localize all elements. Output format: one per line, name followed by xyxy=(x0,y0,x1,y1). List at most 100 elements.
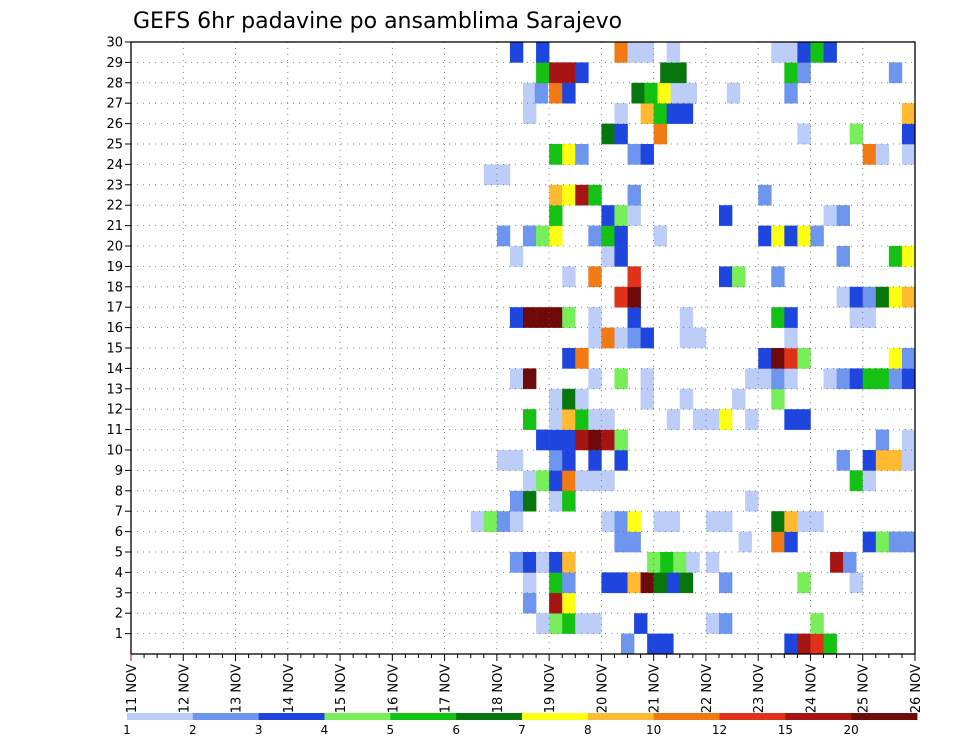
heatmap-cell xyxy=(647,633,661,655)
heatmap-cell xyxy=(614,225,628,247)
heatmap-cell xyxy=(797,409,811,430)
x-date-label: 25 NOV xyxy=(857,664,872,713)
colorbar-swatch xyxy=(192,713,260,720)
heatmap-cell xyxy=(732,388,746,410)
heatmap-cell xyxy=(549,409,563,430)
heatmap-cell xyxy=(640,103,654,124)
heatmap-cell xyxy=(784,82,798,104)
heatmap-cell xyxy=(588,327,602,349)
heatmap-cell xyxy=(745,409,759,430)
heatmap-cell xyxy=(823,368,837,390)
colorbar-swatch xyxy=(127,713,194,720)
heatmap-cell xyxy=(614,368,628,390)
heatmap-cell xyxy=(705,552,720,573)
heatmap-cell xyxy=(849,307,864,328)
heatmap-cell xyxy=(653,103,668,124)
heatmap-cell xyxy=(784,225,798,247)
heatmap-cell xyxy=(627,144,641,165)
heatmap-cell xyxy=(660,633,674,655)
heatmap-cells xyxy=(470,42,916,655)
chart-title: GEFS 6hr padavine po ansamblima Sarajevo xyxy=(133,9,622,34)
heatmap-cell xyxy=(614,123,628,145)
y-tick-label: 19 xyxy=(106,260,123,275)
heatmap-cell xyxy=(601,327,615,349)
colorbar-label: 3 xyxy=(255,723,263,737)
heatmap-cell xyxy=(575,144,589,165)
heatmap-cell xyxy=(588,470,602,492)
heatmap-cell xyxy=(523,552,537,573)
y-tick-label: 10 xyxy=(106,444,123,459)
heatmap-cell xyxy=(705,409,720,430)
heatmap-cell xyxy=(536,470,550,492)
heatmap-cell xyxy=(875,144,890,165)
heatmap-cell xyxy=(830,552,844,573)
heatmap-cell xyxy=(653,225,668,247)
heatmap-cell xyxy=(575,409,589,430)
heatmap-cell xyxy=(601,205,615,226)
heatmap-cell xyxy=(784,327,798,349)
heatmap-cell xyxy=(901,246,916,267)
heatmap-cell xyxy=(627,42,641,63)
heatmap-cell xyxy=(823,205,837,226)
heatmap-cell xyxy=(536,307,550,328)
y-tick-label: 26 xyxy=(106,117,123,132)
heatmap-cell xyxy=(523,103,537,124)
colorbar-label: 4 xyxy=(321,723,329,737)
colorbar-swatch xyxy=(851,713,918,720)
heatmap-cell xyxy=(627,205,641,226)
heatmap-cell xyxy=(797,511,811,532)
heatmap-cell xyxy=(523,490,537,512)
x-date-label: 24 NOV xyxy=(804,664,819,713)
y-tick-label: 25 xyxy=(106,138,123,153)
heatmap-cell xyxy=(758,348,772,369)
colorbar-label: 2 xyxy=(189,723,197,737)
y-axis: 1234567891011121314151617181920212223242… xyxy=(106,36,131,642)
heatmap-cell xyxy=(562,348,576,369)
heatmap-cell xyxy=(549,490,563,512)
colorbar-swatch xyxy=(785,713,852,720)
colorbar-label: 6 xyxy=(452,723,460,737)
heatmap-cell xyxy=(666,511,681,532)
heatmap-cell xyxy=(862,368,877,390)
heatmap-cell xyxy=(875,286,890,308)
heatmap-cell xyxy=(705,511,720,532)
heatmap-cell xyxy=(575,348,589,369)
heatmap-cell xyxy=(627,266,641,288)
colorbar-swatch xyxy=(653,713,720,720)
heatmap-cell xyxy=(849,286,864,308)
heatmap-cell xyxy=(836,205,850,226)
heatmap-cell xyxy=(562,613,576,634)
heatmap-cell xyxy=(562,470,576,492)
heatmap-cell xyxy=(575,613,589,634)
heatmap-cell xyxy=(549,429,563,451)
heatmap-cell xyxy=(549,205,563,226)
heatmap-cell xyxy=(771,368,785,390)
heatmap-cell xyxy=(784,62,798,84)
heatmap-cell xyxy=(901,123,916,145)
heatmap-cell xyxy=(810,633,824,655)
x-date-label: 15 NOV xyxy=(334,664,349,713)
y-tick-label: 7 xyxy=(115,505,123,520)
heatmap-cell xyxy=(562,266,576,288)
heatmap-cell xyxy=(536,225,550,247)
y-tick-label: 21 xyxy=(106,219,123,234)
heatmap-cell xyxy=(666,572,681,594)
heatmap-cell xyxy=(588,429,602,451)
x-date-label: 22 NOV xyxy=(700,664,715,713)
heatmap-cell xyxy=(823,633,837,655)
heatmap-cell xyxy=(719,572,733,594)
heatmap-cell xyxy=(726,82,741,104)
heatmap-cell xyxy=(653,572,668,594)
heatmap-cell xyxy=(784,368,798,390)
heatmap-cell xyxy=(862,450,877,471)
heatmap-cell xyxy=(686,552,700,573)
heatmap-cell xyxy=(601,225,615,247)
heatmap-cell xyxy=(562,307,576,328)
heatmap-cell xyxy=(719,511,733,532)
heatmap-cell xyxy=(771,388,785,410)
heatmap-cell xyxy=(797,633,811,655)
heatmap-cell xyxy=(888,348,903,369)
heatmap-cell xyxy=(901,429,916,451)
heatmap-cell xyxy=(810,42,824,63)
heatmap-cell xyxy=(901,450,916,471)
